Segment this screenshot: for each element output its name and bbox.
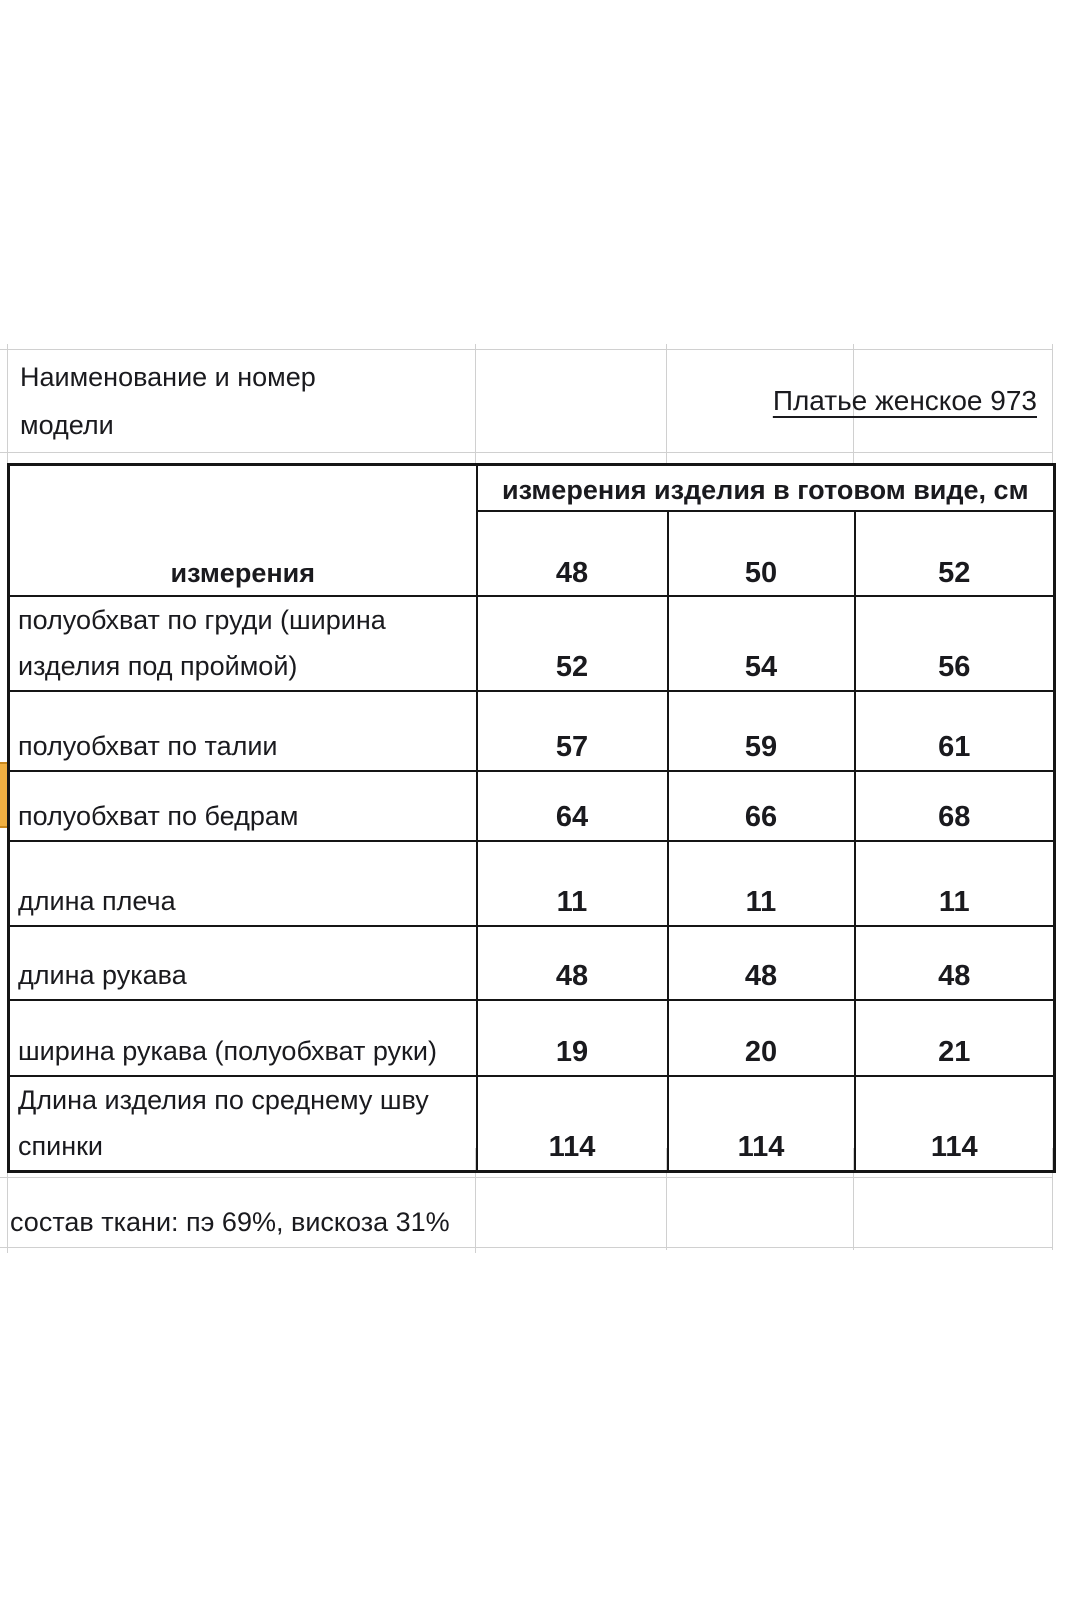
row-label: Длина изделия по среднему шву спинки — [7, 1074, 478, 1172]
measurement-value: 19 — [475, 998, 669, 1077]
row-label: полуобхват по груди (ширина изделия под … — [7, 594, 478, 692]
measurements-column-header: измерения — [7, 463, 478, 597]
fabric-composition-cell: состав ткани: пэ 69%, вискоза 31% — [10, 1207, 450, 1237]
gridline — [0, 349, 1053, 350]
model-number-cell: Платье женское 973 — [772, 384, 1037, 416]
table-row: длина рукава 48 48 48 — [7, 924, 1056, 1001]
measurement-value: 48 — [475, 924, 669, 1001]
gridline — [7, 344, 8, 465]
row-label: полуобхват по талии — [7, 689, 478, 772]
measurement-value: 56 — [853, 594, 1056, 692]
gridline — [475, 344, 476, 465]
sizes-span-header: измерения изделия в готовом виде, см — [475, 463, 1056, 512]
measurement-value: 59 — [666, 689, 856, 772]
measurement-value: 11 — [853, 839, 1056, 927]
gridline — [1052, 1148, 1053, 1250]
gridline — [0, 1177, 1053, 1178]
size-column-header: 48 — [475, 509, 669, 597]
gridline — [853, 1148, 854, 1250]
row-highlight-marker — [0, 762, 7, 828]
gridline — [1052, 344, 1053, 465]
gridline — [0, 452, 1053, 453]
measurement-value: 114 — [475, 1074, 669, 1172]
measurement-value: 52 — [475, 594, 669, 692]
measurement-value: 21 — [853, 998, 1056, 1077]
measurement-value: 61 — [853, 689, 1056, 772]
gridline — [0, 1247, 1053, 1248]
gridline — [475, 1148, 476, 1253]
table-row: ширина рукава (полуобхват руки) 19 20 21 — [7, 998, 1056, 1077]
measurements-table: измерения измерения изделия в готовом ви… — [7, 463, 1057, 1173]
table-row: Длина изделия по среднему шву спинки 114… — [7, 1074, 1056, 1172]
gridline — [7, 1148, 8, 1253]
measurement-value: 48 — [853, 924, 1056, 1001]
measurement-value: 114 — [666, 1074, 856, 1172]
row-label: длина плеча — [7, 839, 478, 927]
table-row: полуобхват по бедрам 64 66 68 — [7, 769, 1056, 842]
measurement-value: 54 — [666, 594, 856, 692]
measurement-value: 68 — [853, 769, 1056, 842]
measurement-value: 11 — [475, 839, 669, 927]
model-name-header-cell: Наименование и номер модели — [20, 361, 316, 440]
row-label: ширина рукава (полуобхват руки) — [7, 998, 478, 1077]
measurement-value: 114 — [853, 1074, 1056, 1172]
measurement-value: 48 — [666, 924, 856, 1001]
gridline — [853, 344, 854, 465]
measurement-value: 64 — [475, 769, 669, 842]
row-label: длина рукава — [7, 924, 478, 1001]
row-label: полуобхват по бедрам — [7, 769, 478, 842]
measurement-value: 57 — [475, 689, 669, 772]
measurement-value: 66 — [666, 769, 856, 842]
measurement-value: 20 — [666, 998, 856, 1077]
table-row: полуобхват по груди (ширина изделия под … — [7, 594, 1056, 692]
measurement-value: 11 — [666, 839, 856, 927]
size-column-header: 52 — [853, 509, 1056, 597]
table-row: длина плеча 11 11 11 — [7, 839, 1056, 927]
gridline — [666, 344, 667, 465]
size-column-header: 50 — [666, 509, 856, 597]
gridline — [666, 1148, 667, 1250]
table-row: полуобхват по талии 57 59 61 — [7, 689, 1056, 772]
